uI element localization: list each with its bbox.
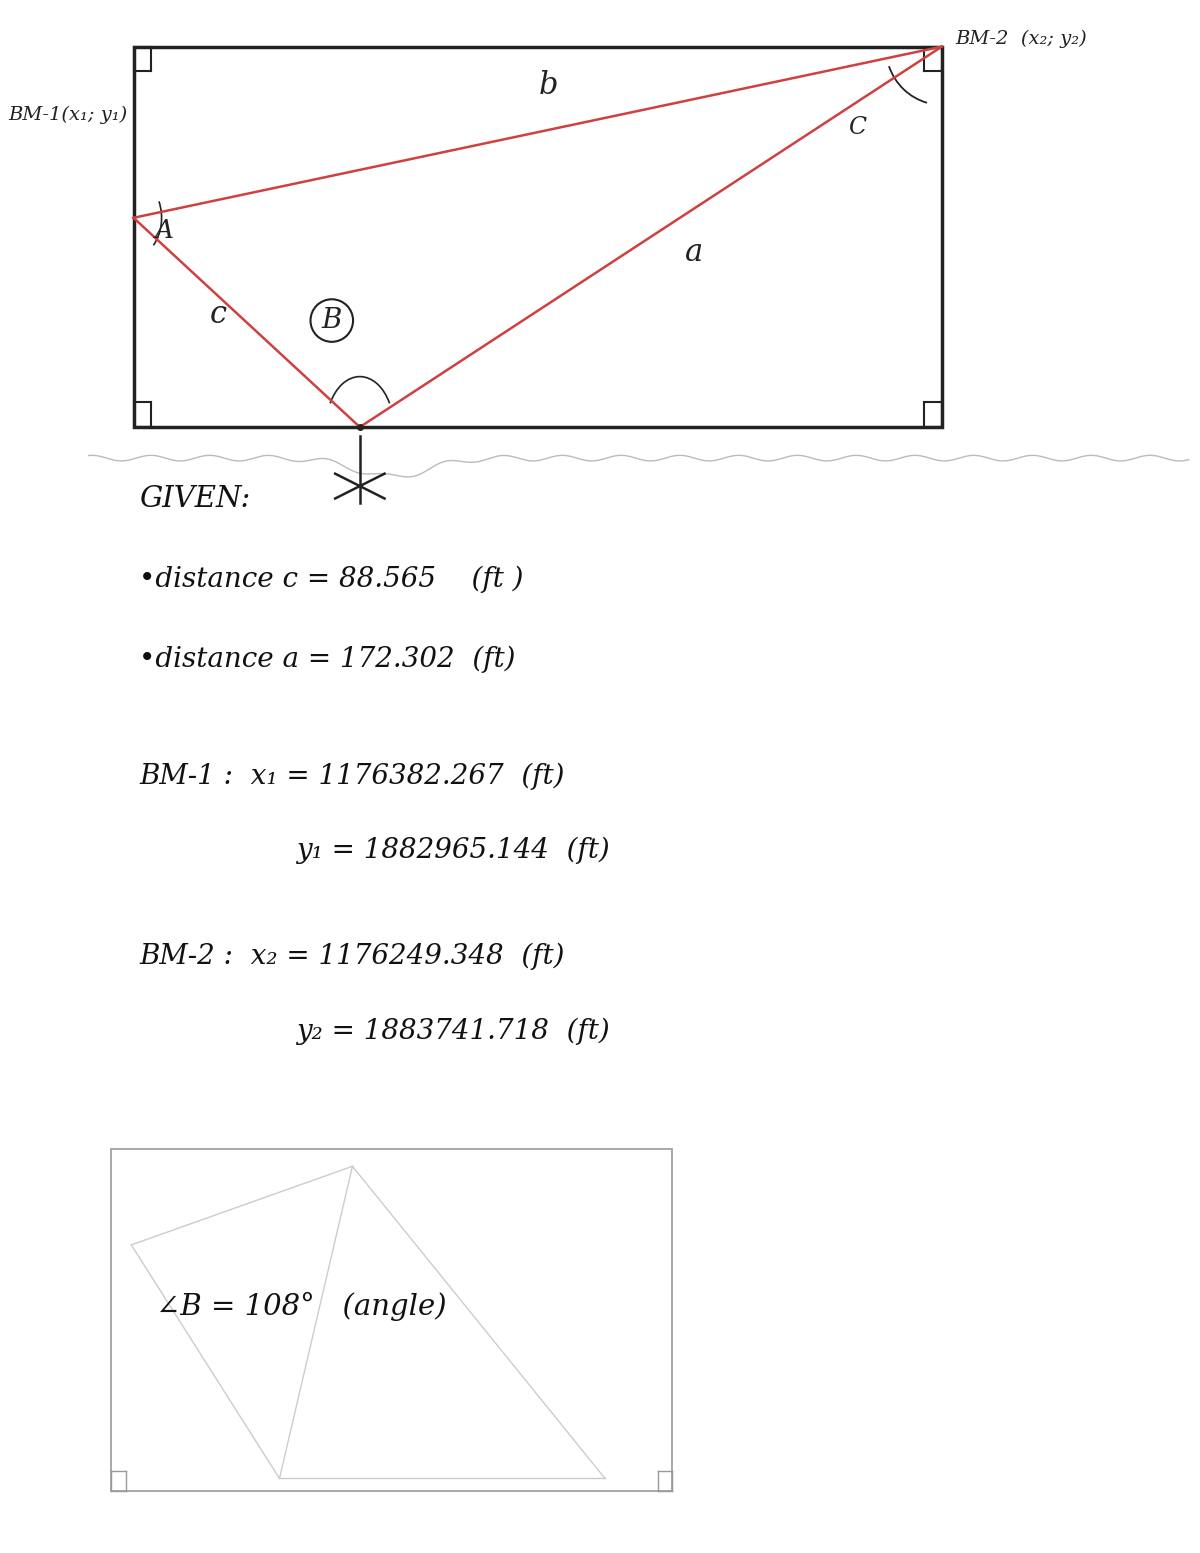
Text: GIVEN:: GIVEN: xyxy=(139,485,251,512)
Text: A: A xyxy=(154,217,173,242)
Text: •distance a = 172.302  (ft): •distance a = 172.302 (ft) xyxy=(139,646,516,674)
Text: b: b xyxy=(539,70,559,101)
Text: BM-2  (x₂; y₂): BM-2 (x₂; y₂) xyxy=(955,30,1087,48)
Text: C: C xyxy=(848,116,866,138)
Text: ∠B = 108°   (angle): ∠B = 108° (angle) xyxy=(156,1292,446,1322)
Text: y₁ = 1882965.144  (ft): y₁ = 1882965.144 (ft) xyxy=(296,837,610,865)
Text: •distance c = 88.565    (ft ): •distance c = 88.565 (ft ) xyxy=(139,565,523,593)
Bar xyxy=(133,47,942,427)
Text: c: c xyxy=(210,300,227,331)
Bar xyxy=(112,1149,672,1491)
Text: BM-2 :  x₂ = 1176249.348  (ft): BM-2 : x₂ = 1176249.348 (ft) xyxy=(139,943,565,971)
Text: a: a xyxy=(684,238,703,267)
Text: y₂ = 1883741.718  (ft): y₂ = 1883741.718 (ft) xyxy=(296,1017,610,1045)
Text: BM-1 :  x₁ = 1176382.267  (ft): BM-1 : x₁ = 1176382.267 (ft) xyxy=(139,763,565,790)
Text: B: B xyxy=(322,307,342,334)
Text: BM-1(x₁; y₁): BM-1(x₁; y₁) xyxy=(8,106,128,124)
